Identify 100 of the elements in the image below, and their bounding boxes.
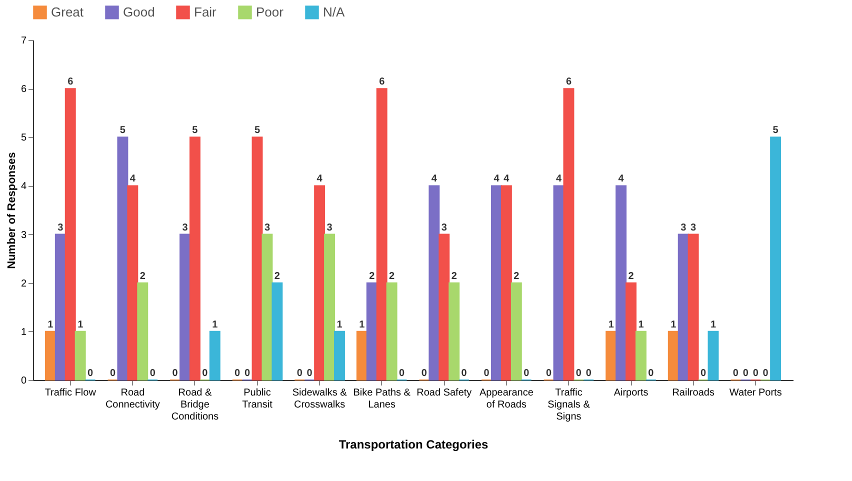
bar xyxy=(324,234,336,380)
data-label: 6 xyxy=(379,76,386,88)
data-label: 4 xyxy=(556,174,562,185)
data-label: 4 xyxy=(130,174,136,185)
bar xyxy=(376,88,388,380)
data-label: 0 xyxy=(752,368,759,379)
x-tick-label: Airports xyxy=(614,388,648,398)
data-label: 3 xyxy=(441,222,448,234)
bar xyxy=(314,185,326,380)
data-label: 0 xyxy=(524,368,530,379)
bar xyxy=(688,234,699,380)
x-tick-label: Traffic Flow xyxy=(44,388,97,398)
data-label: 0 xyxy=(461,368,468,379)
data-label: 0 xyxy=(150,368,156,379)
bar xyxy=(770,136,782,380)
data-label: 3 xyxy=(690,222,697,234)
data-label: 0 xyxy=(244,368,251,379)
data-label: 4 xyxy=(494,174,500,185)
bar xyxy=(252,136,263,380)
data-label: 0 xyxy=(586,368,592,379)
data-label: 0 xyxy=(234,368,241,379)
data-label: 6 xyxy=(68,76,74,88)
data-label: 4 xyxy=(504,174,510,185)
data-label: 0 xyxy=(421,368,428,379)
data-label: 2 xyxy=(140,270,146,282)
data-label: 1 xyxy=(638,319,644,330)
x-tick-label: Road Safety xyxy=(416,388,472,398)
data-label: 4 xyxy=(431,174,438,185)
bar xyxy=(428,185,440,380)
x-tick-label: Water Ports xyxy=(729,388,782,398)
bar xyxy=(500,185,512,380)
data-label: 5 xyxy=(772,125,779,136)
data-label: 1 xyxy=(48,319,54,330)
y-tick-label: 4 xyxy=(20,181,27,192)
data-label: 4 xyxy=(618,174,624,185)
bar xyxy=(553,185,564,380)
data-label: 5 xyxy=(120,125,126,136)
data-label: 2 xyxy=(369,270,376,282)
bar xyxy=(334,330,345,380)
x-tick-label: Sidewalks & Crosswalks xyxy=(292,388,348,410)
bar xyxy=(708,330,719,380)
data-label: 0 xyxy=(202,368,208,379)
bar xyxy=(272,282,283,380)
bar xyxy=(262,234,273,380)
bar xyxy=(137,282,148,380)
bar xyxy=(636,330,646,380)
bar xyxy=(44,330,56,380)
data-label: 1 xyxy=(359,319,366,330)
bar xyxy=(366,282,378,380)
data-label: 5 xyxy=(254,125,260,136)
data-label: 3 xyxy=(326,222,333,234)
y-axis-title: Number of Responses xyxy=(6,152,18,269)
legend-label: Fair xyxy=(194,4,218,20)
data-label: 3 xyxy=(680,222,687,234)
data-label: 3 xyxy=(58,222,64,234)
y-tick-label: 6 xyxy=(20,84,27,96)
x-tick-label: Appearance of Roads xyxy=(479,388,534,410)
data-label: 2 xyxy=(514,270,520,282)
data-label: 0 xyxy=(648,368,654,379)
data-label: 0 xyxy=(700,368,707,379)
bar xyxy=(180,234,190,380)
x-tick-label: Railroads xyxy=(672,388,714,398)
y-tick-label: 7 xyxy=(20,36,27,46)
legend-label: Poor xyxy=(256,4,284,20)
bar xyxy=(117,136,128,380)
data-label: 0 xyxy=(110,368,116,379)
x-tick-label: Road & Bridge Conditions xyxy=(171,388,219,422)
data-label: 0 xyxy=(762,368,769,379)
data-label: 4 xyxy=(316,174,323,185)
y-tick-label: 5 xyxy=(20,132,27,144)
bar xyxy=(438,234,450,380)
bar xyxy=(54,234,66,380)
data-label: 2 xyxy=(389,270,396,282)
data-label: 3 xyxy=(264,222,270,234)
bar xyxy=(668,330,679,380)
bar xyxy=(510,282,522,380)
bar xyxy=(386,282,398,380)
data-label: 3 xyxy=(182,222,188,234)
data-label: 0 xyxy=(172,368,178,379)
legend-label: N/A xyxy=(323,4,345,20)
bar xyxy=(127,185,138,380)
data-label: 0 xyxy=(546,368,552,379)
y-tick-label: 1 xyxy=(20,326,27,338)
data-label: 1 xyxy=(212,319,218,330)
bar xyxy=(356,330,368,380)
x-tick-label: Road Connectivity xyxy=(105,388,160,410)
data-label: 1 xyxy=(78,319,84,330)
bar xyxy=(626,282,637,380)
y-tick-label: 0 xyxy=(20,376,27,386)
x-tick-label: Bike Paths & Lanes xyxy=(353,388,411,410)
bar xyxy=(678,234,689,380)
x-axis-title: Transportation Categories xyxy=(338,438,488,452)
y-tick-label: 3 xyxy=(20,230,27,241)
x-tick-label: Public Transit xyxy=(242,388,273,410)
bar xyxy=(616,185,627,380)
bar xyxy=(563,88,574,380)
data-label: 0 xyxy=(399,368,406,379)
data-label: 2 xyxy=(628,270,634,282)
bar xyxy=(490,185,502,380)
data-label: 2 xyxy=(274,270,280,282)
